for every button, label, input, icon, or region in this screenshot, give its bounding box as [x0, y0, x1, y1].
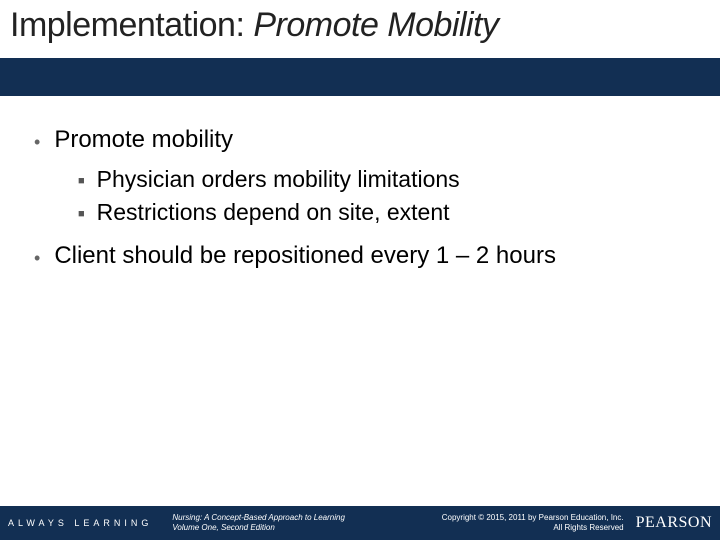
footer-source-line1: Nursing: A Concept-Based Approach to Lea…	[172, 513, 345, 522]
footer-tagline: ALWAYS LEARNING	[8, 518, 152, 528]
bullet-square-icon: ■	[78, 174, 85, 189]
bullet-text: Restrictions depend on site, extent	[97, 197, 450, 228]
footer-copyright-line2: All Rights Reserved	[553, 523, 623, 532]
bullet-level1: • Promote mobility	[34, 124, 686, 156]
bullet-text: Client should be repositioned every 1 – …	[54, 240, 556, 272]
bullet-level1: • Client should be repositioned every 1 …	[34, 240, 686, 272]
bullet-level2: ■ Restrictions depend on site, extent	[78, 197, 686, 228]
footer-source: Nursing: A Concept-Based Approach to Lea…	[172, 513, 345, 532]
header-region: Implementation: Promote Mobility	[0, 0, 720, 96]
slide-title: Implementation: Promote Mobility	[10, 6, 499, 45]
slide-content: • Promote mobility ■ Physician orders mo…	[0, 96, 720, 506]
bullet-dot-icon: •	[34, 246, 40, 270]
bullet-dot-icon: •	[34, 130, 40, 154]
footer-bar: ALWAYS LEARNING Nursing: A Concept-Based…	[0, 506, 720, 540]
footer-source-line2: Volume One, Second Edition	[172, 523, 274, 532]
title-plain: Implementation:	[10, 6, 253, 44]
bullet-text: Promote mobility	[54, 124, 233, 156]
title-underline-bar	[0, 58, 720, 96]
footer-copyright-line1: Copyright © 2015, 2011 by Pearson Educat…	[442, 513, 624, 522]
bullet-level2: ■ Physician orders mobility limitations	[78, 164, 686, 195]
title-italic: Promote Mobility	[253, 6, 498, 44]
footer-copyright: Copyright © 2015, 2011 by Pearson Educat…	[442, 513, 624, 532]
bullet-square-icon: ■	[78, 207, 85, 222]
footer-brand: PEARSON	[636, 514, 712, 532]
bullet-text: Physician orders mobility limitations	[97, 164, 460, 195]
